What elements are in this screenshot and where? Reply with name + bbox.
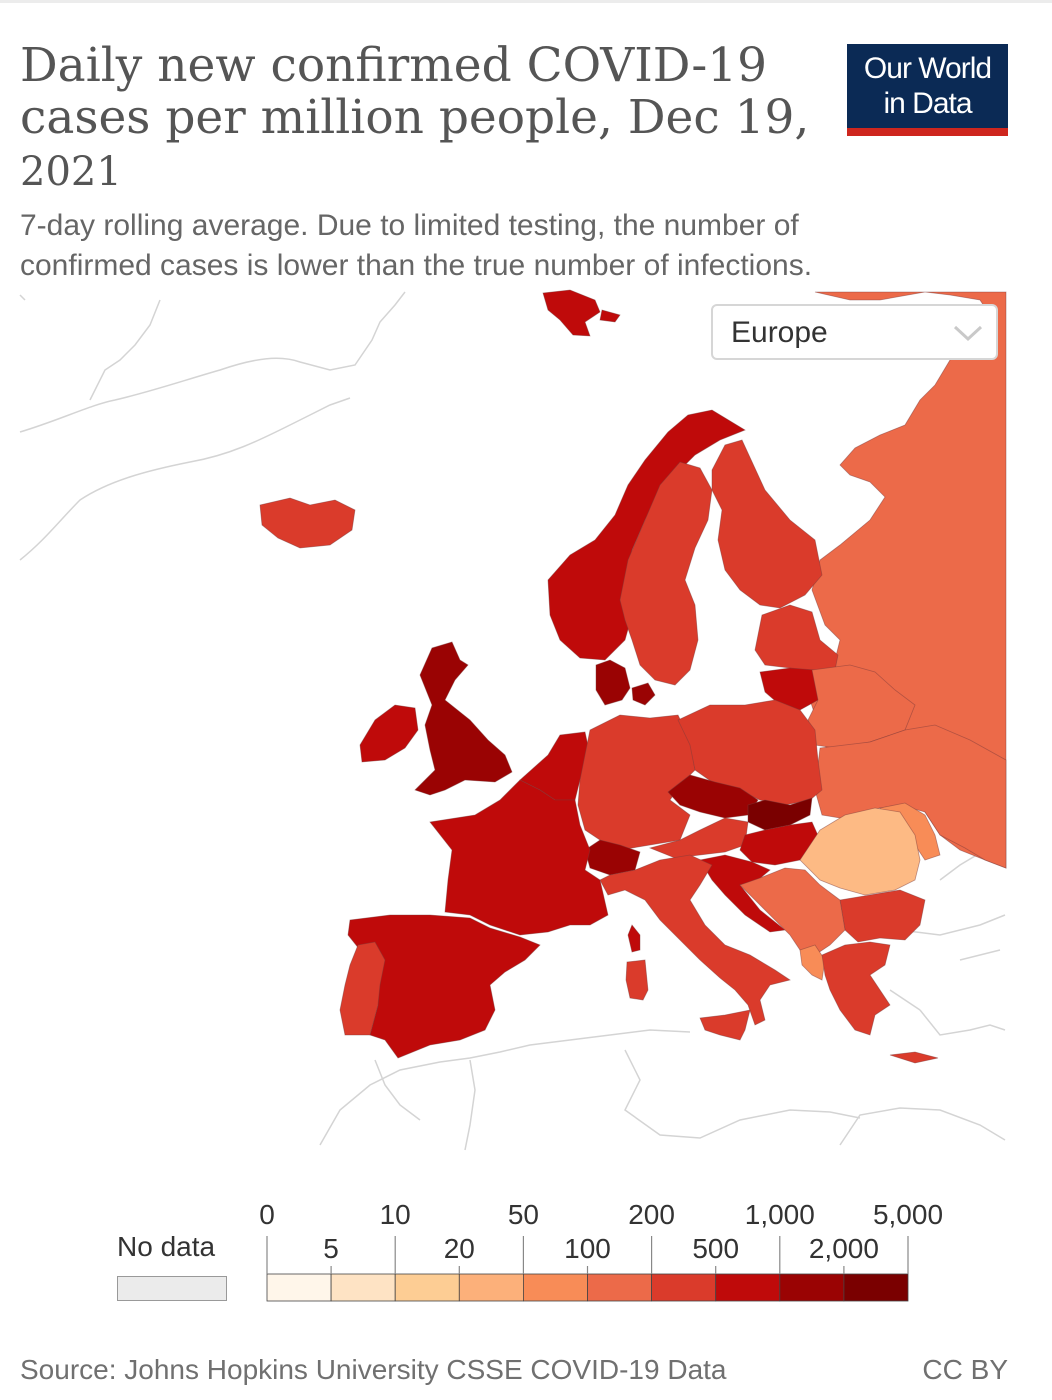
- country-denmark[interactable]: [595, 659, 631, 706]
- country-iceland[interactable]: [259, 497, 356, 549]
- chevron-down-icon: [953, 325, 983, 342]
- country-balkans[interactable]: [739, 867, 846, 956]
- legend-no-data-swatch: [117, 1276, 227, 1301]
- country-sweden[interactable]: [619, 461, 713, 686]
- middle-east-lines: [839, 1009, 1006, 1146]
- legend-bin-2: [394, 1273, 460, 1302]
- country-ireland[interactable]: [359, 704, 419, 763]
- owid-logo-line2: in Data: [883, 87, 972, 120]
- north-africa-border-2: [374, 1059, 476, 1151]
- legend-bin-9: [843, 1273, 909, 1302]
- country-portugal[interactable]: [339, 941, 386, 1036]
- chart-title: Daily new confirmed COVID-19 cases per m…: [20, 40, 820, 200]
- legend-threshold-label: 0: [259, 1199, 275, 1230]
- country-uk[interactable]: [414, 641, 513, 796]
- country-switzerland[interactable]: [584, 839, 641, 876]
- chart-title-year: 2021: [20, 149, 122, 195]
- country-slovakia[interactable]: [747, 797, 813, 831]
- legend-threshold-label: 5: [323, 1233, 339, 1264]
- owid-logo-bar: [847, 128, 1008, 136]
- greenland-coast: [19, 291, 406, 433]
- frame-edge: [0, 0, 1052, 3]
- country-italy[interactable]: [599, 854, 791, 1026]
- legend-bin-4: [523, 1273, 588, 1302]
- legend-threshold-label: 100: [564, 1233, 611, 1264]
- legend-threshold-label: 5,000: [873, 1199, 943, 1230]
- country-denmark-islands[interactable]: [631, 682, 656, 706]
- legend-threshold-label: 2,000: [809, 1233, 879, 1264]
- license-label: CC BY: [922, 1354, 1008, 1385]
- country-sardinia[interactable]: [625, 959, 649, 1001]
- owid-logo-line1: Our World: [863, 52, 992, 85]
- chart-subtitle: 7-day rolling average. Due to limited te…: [20, 209, 813, 282]
- country-finland[interactable]: [711, 439, 823, 609]
- north-africa-border: [319, 1029, 691, 1146]
- legend-threshold-label: 20: [444, 1233, 475, 1264]
- region-select[interactable]: Europe: [711, 304, 998, 360]
- chart-title-main: Daily new confirmed COVID-19 cases per m…: [20, 38, 810, 145]
- country-poland[interactable]: [677, 699, 823, 806]
- country-svalbard-east[interactable]: [599, 309, 621, 323]
- legend-bin-8: [779, 1273, 845, 1302]
- country-bulgaria[interactable]: [839, 889, 926, 943]
- legend-bin-5: [587, 1273, 652, 1302]
- legend-threshold-label: 500: [692, 1233, 739, 1264]
- countries: [259, 289, 1007, 1064]
- legend-bin-0: [266, 1273, 332, 1302]
- country-corsica[interactable]: [627, 924, 641, 953]
- country-france[interactable]: [429, 779, 609, 936]
- legend-threshold-label: 10: [380, 1199, 411, 1230]
- country-crete[interactable]: [889, 1051, 939, 1064]
- legend-threshold-label: 50: [508, 1199, 539, 1230]
- legend-threshold-label: 200: [628, 1199, 675, 1230]
- region-select-value: Europe: [731, 316, 828, 349]
- legend-bin-3: [458, 1273, 524, 1302]
- legend-no-data-label: No data: [117, 1231, 216, 1262]
- country-norway[interactable]: [547, 409, 746, 661]
- libya-coast: [624, 1049, 861, 1139]
- country-svalbard[interactable]: [542, 289, 601, 337]
- country-ukraine[interactable]: [814, 724, 1007, 869]
- country-greece[interactable]: [821, 941, 891, 1036]
- country-romania[interactable]: [799, 807, 921, 896]
- legend-bin-7: [715, 1273, 781, 1302]
- legend-threshold-label: 1,000: [745, 1199, 815, 1230]
- greenland-coast-2: [19, 397, 351, 561]
- country-germany[interactable]: [577, 714, 696, 851]
- owid-logo[interactable]: Our World in Data: [847, 44, 1008, 136]
- greenland-coast-3: [89, 299, 161, 401]
- country-croatia-slovenia[interactable]: [699, 854, 786, 933]
- legend-bin-6: [651, 1273, 717, 1302]
- country-albania[interactable]: [799, 944, 826, 981]
- country-sicily[interactable]: [699, 1009, 751, 1041]
- legend-bin-1: [330, 1273, 396, 1302]
- source-note: Source: Johns Hopkins University CSSE CO…: [20, 1354, 727, 1385]
- europe-map[interactable]: [0, 288, 1052, 1168]
- turkey-coast: [889, 914, 1006, 1011]
